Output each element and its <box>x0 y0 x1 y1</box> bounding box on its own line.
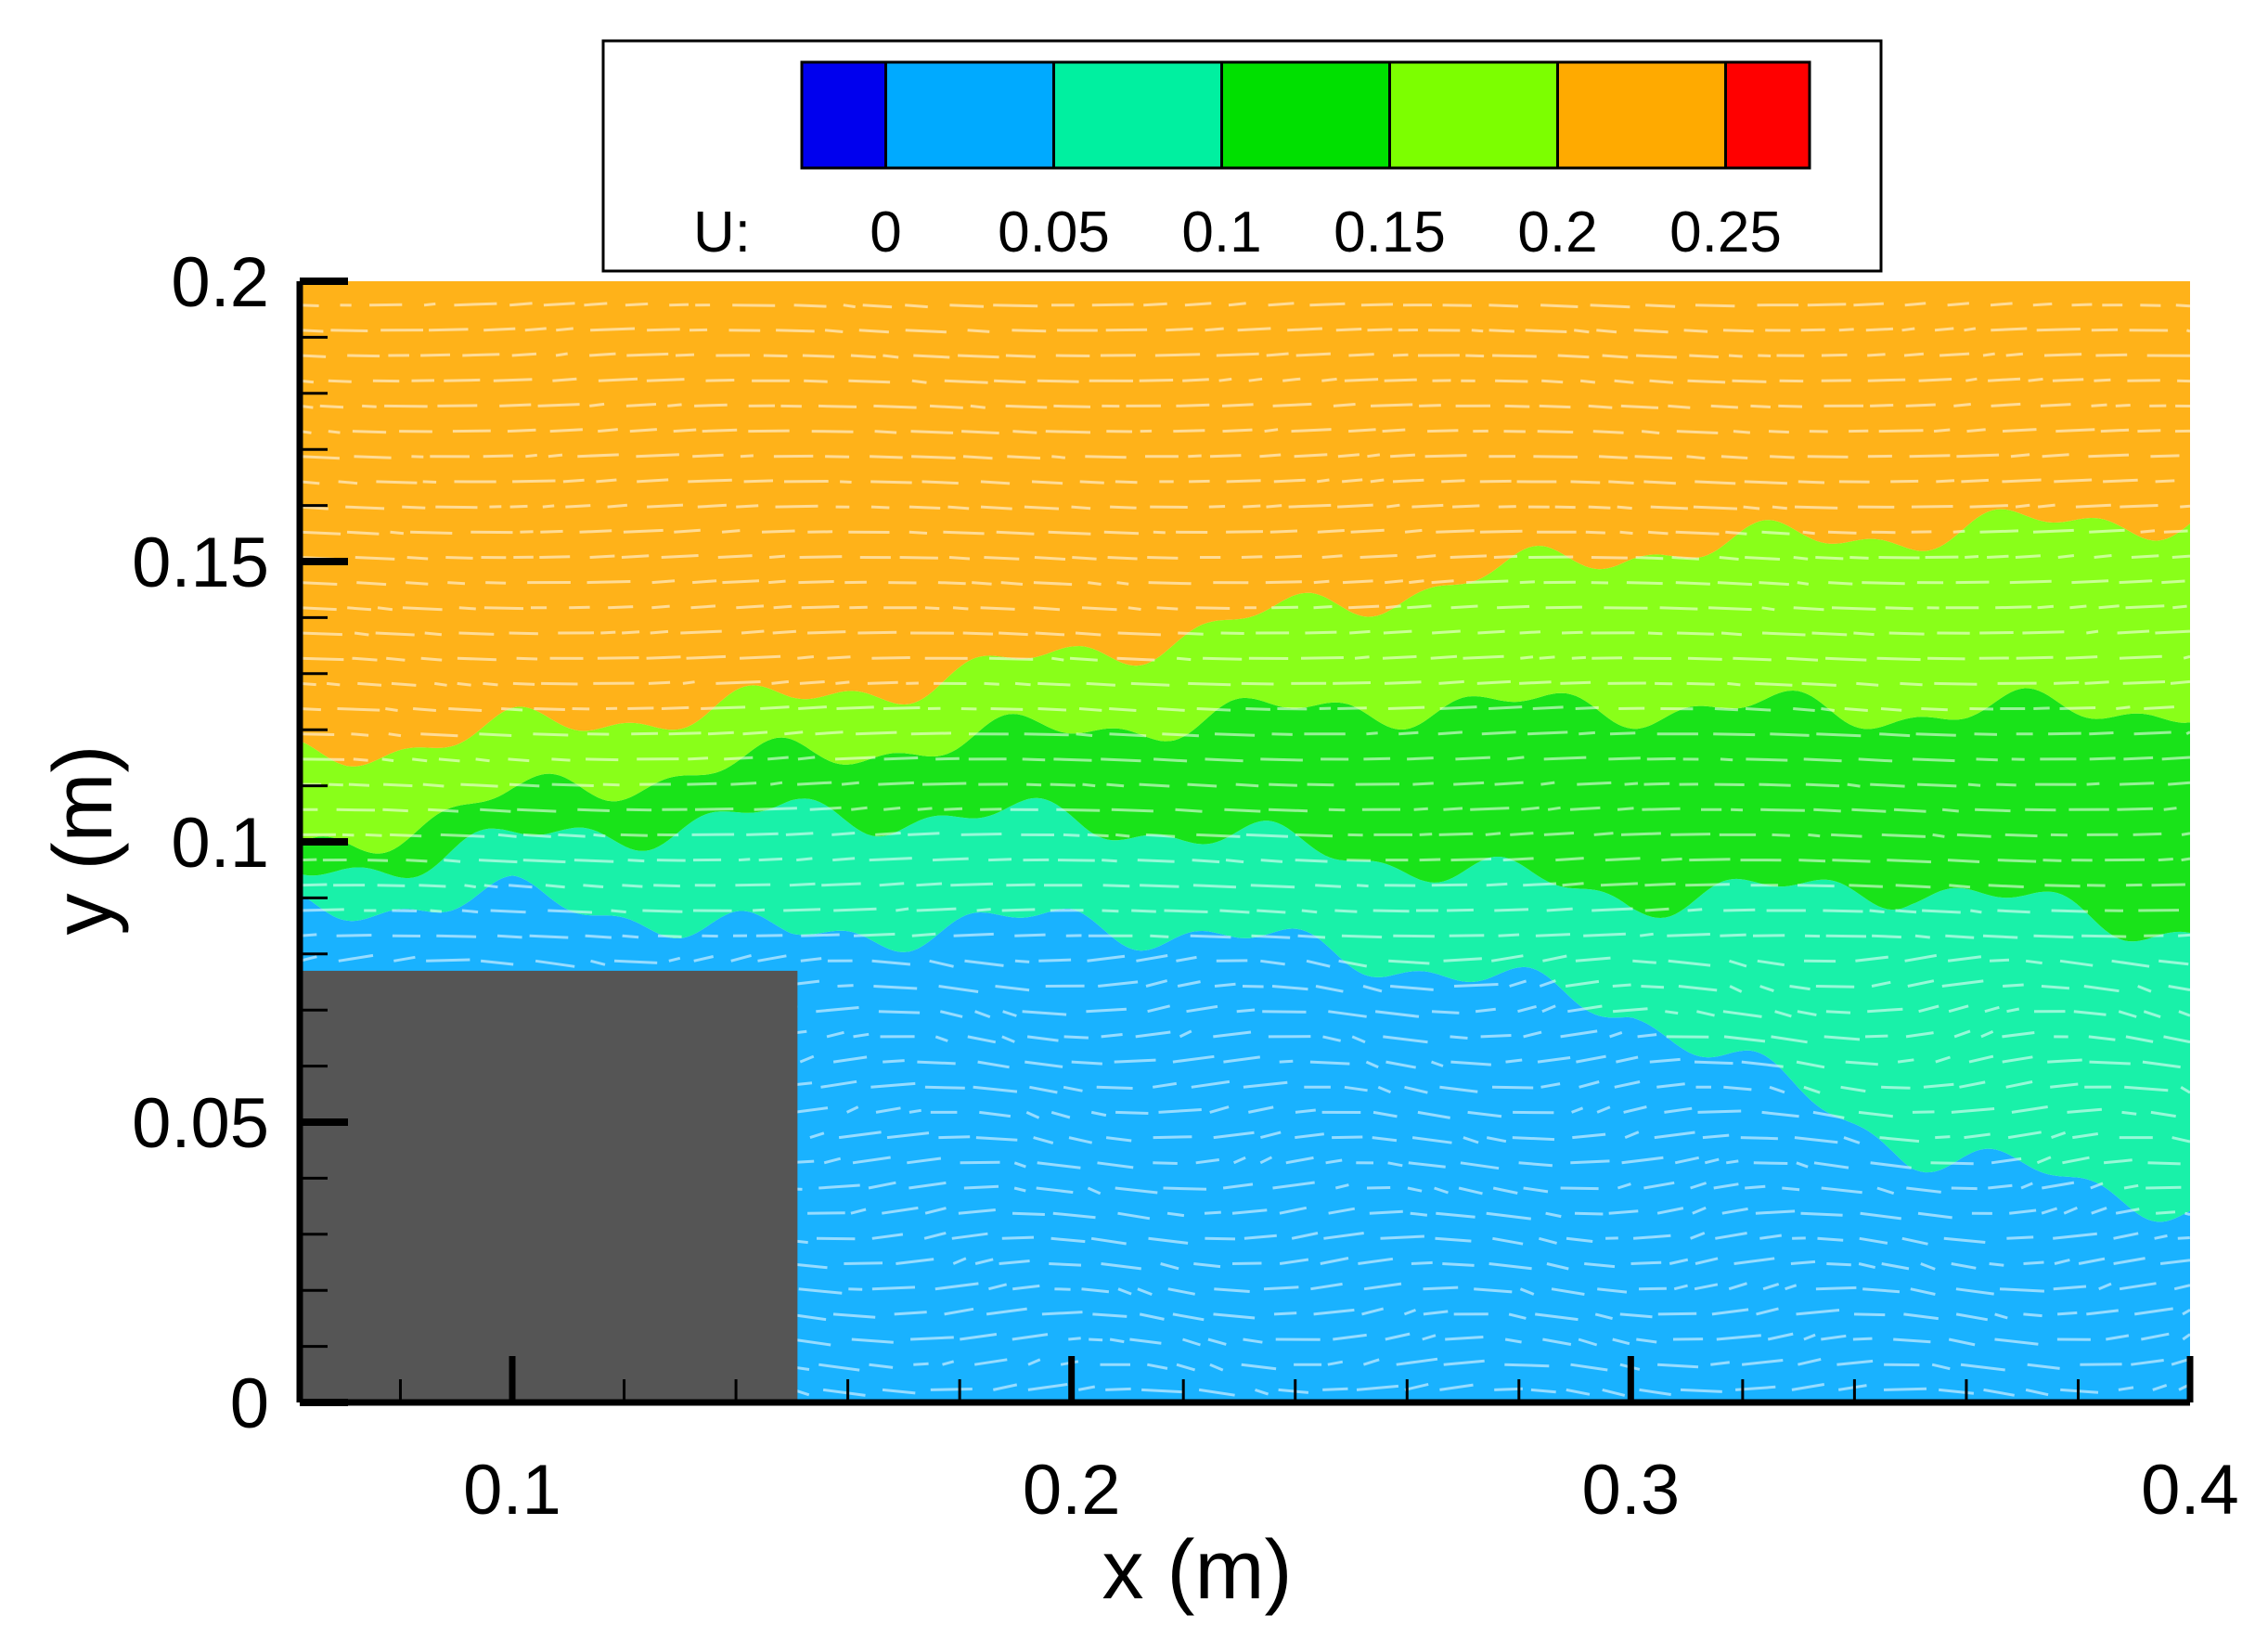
colorbar-label: U: <box>693 200 751 265</box>
colorbar-legend: U: 0 0.05 0.1 0.15 0.2 0.25 <box>601 39 1883 273</box>
colorbar-swatch <box>1220 60 1391 170</box>
field-band <box>300 281 2190 767</box>
colorbar-swatch <box>1052 60 1223 170</box>
y-axis-label: y (m) <box>37 745 130 936</box>
y-tick-label: 0.05 <box>132 1084 269 1163</box>
y-ticks: 0 0.05 0.1 0.15 0.2 <box>132 243 348 1443</box>
y-tick-label: 0.1 <box>171 804 269 883</box>
colorbar-tick-label: 0.1 <box>1181 200 1261 265</box>
colorbar-swatch <box>884 60 1055 170</box>
x-tick-label: 0.4 <box>2141 1451 2239 1530</box>
colorbar-swatch <box>1556 60 1727 170</box>
colorbar-swatch <box>800 60 887 170</box>
colorbar-swatches <box>800 60 1811 170</box>
obstacle-block <box>300 970 798 1402</box>
colorbar-swatch <box>1724 60 1811 170</box>
x-tick-label: 0.2 <box>1023 1451 1121 1530</box>
colorbar-tick-label: 0.05 <box>998 200 1110 265</box>
field-band <box>300 688 2190 942</box>
x-tick-label: 0.1 <box>463 1451 561 1530</box>
field-band <box>300 509 2190 854</box>
colorbar-tick-label: 0.2 <box>1517 200 1597 265</box>
x-axis-label: x (m) <box>1102 1524 1293 1617</box>
colorbar-tick-labels: 0 0.05 0.1 0.15 0.2 0.25 <box>870 200 1782 265</box>
x-ticks: 0.1 0.2 0.3 0.4 <box>398 1356 2239 1530</box>
colorbar-tick-label: 0.15 <box>1334 200 1446 265</box>
y-tick-label: 0 <box>230 1364 269 1443</box>
field-band <box>300 797 2190 1222</box>
y-tick-label: 0.15 <box>132 523 269 602</box>
y-tick-label: 0.2 <box>171 243 269 322</box>
plot-area <box>300 281 2190 1402</box>
colorbar-swatch <box>1388 60 1559 170</box>
colorbar-tick-label: 0 <box>870 200 901 265</box>
x-tick-label: 0.3 <box>1582 1451 1681 1530</box>
axes: 0.1 0.2 0.3 0.4 0 0.05 0.1 0.15 0.2 x (m) y (m) <box>37 243 2239 1617</box>
colorbar-tick-label: 0.25 <box>1669 200 1782 265</box>
